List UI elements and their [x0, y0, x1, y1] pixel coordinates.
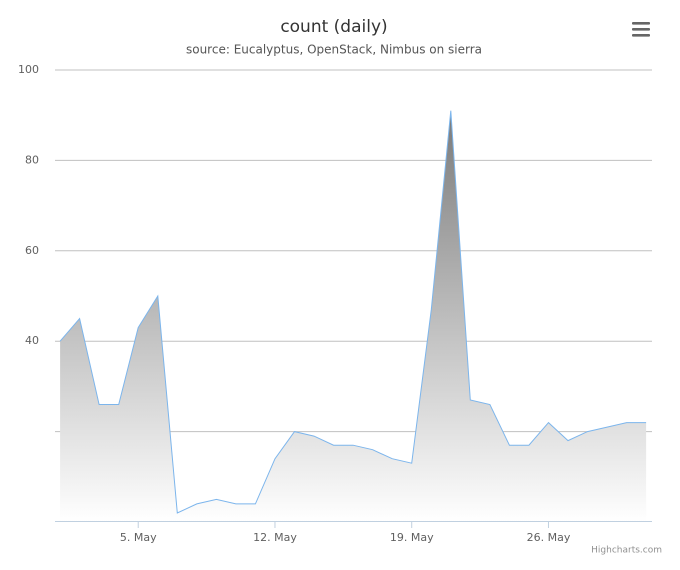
x-tick-label: 26. May [527, 531, 571, 544]
chart-subtitle: source: Eucalyptus, OpenStack, Nimbus on… [186, 43, 482, 57]
area-fill [60, 110, 647, 522]
y-tick-label: 40 [25, 334, 39, 347]
x-tick-label: 12. May [253, 531, 297, 544]
x-tick-label: 5. May [120, 531, 157, 544]
menu-button[interactable] [632, 22, 650, 37]
y-tick-label: 60 [25, 244, 39, 257]
y-tick-label: 80 [25, 153, 39, 166]
x-tick-label: 19. May [390, 531, 434, 544]
series-line [59, 110, 647, 514]
credits[interactable]: Highcharts.com [591, 546, 662, 556]
y-tick-label: 100 [18, 63, 39, 76]
chart-title: count (daily) [280, 17, 387, 37]
